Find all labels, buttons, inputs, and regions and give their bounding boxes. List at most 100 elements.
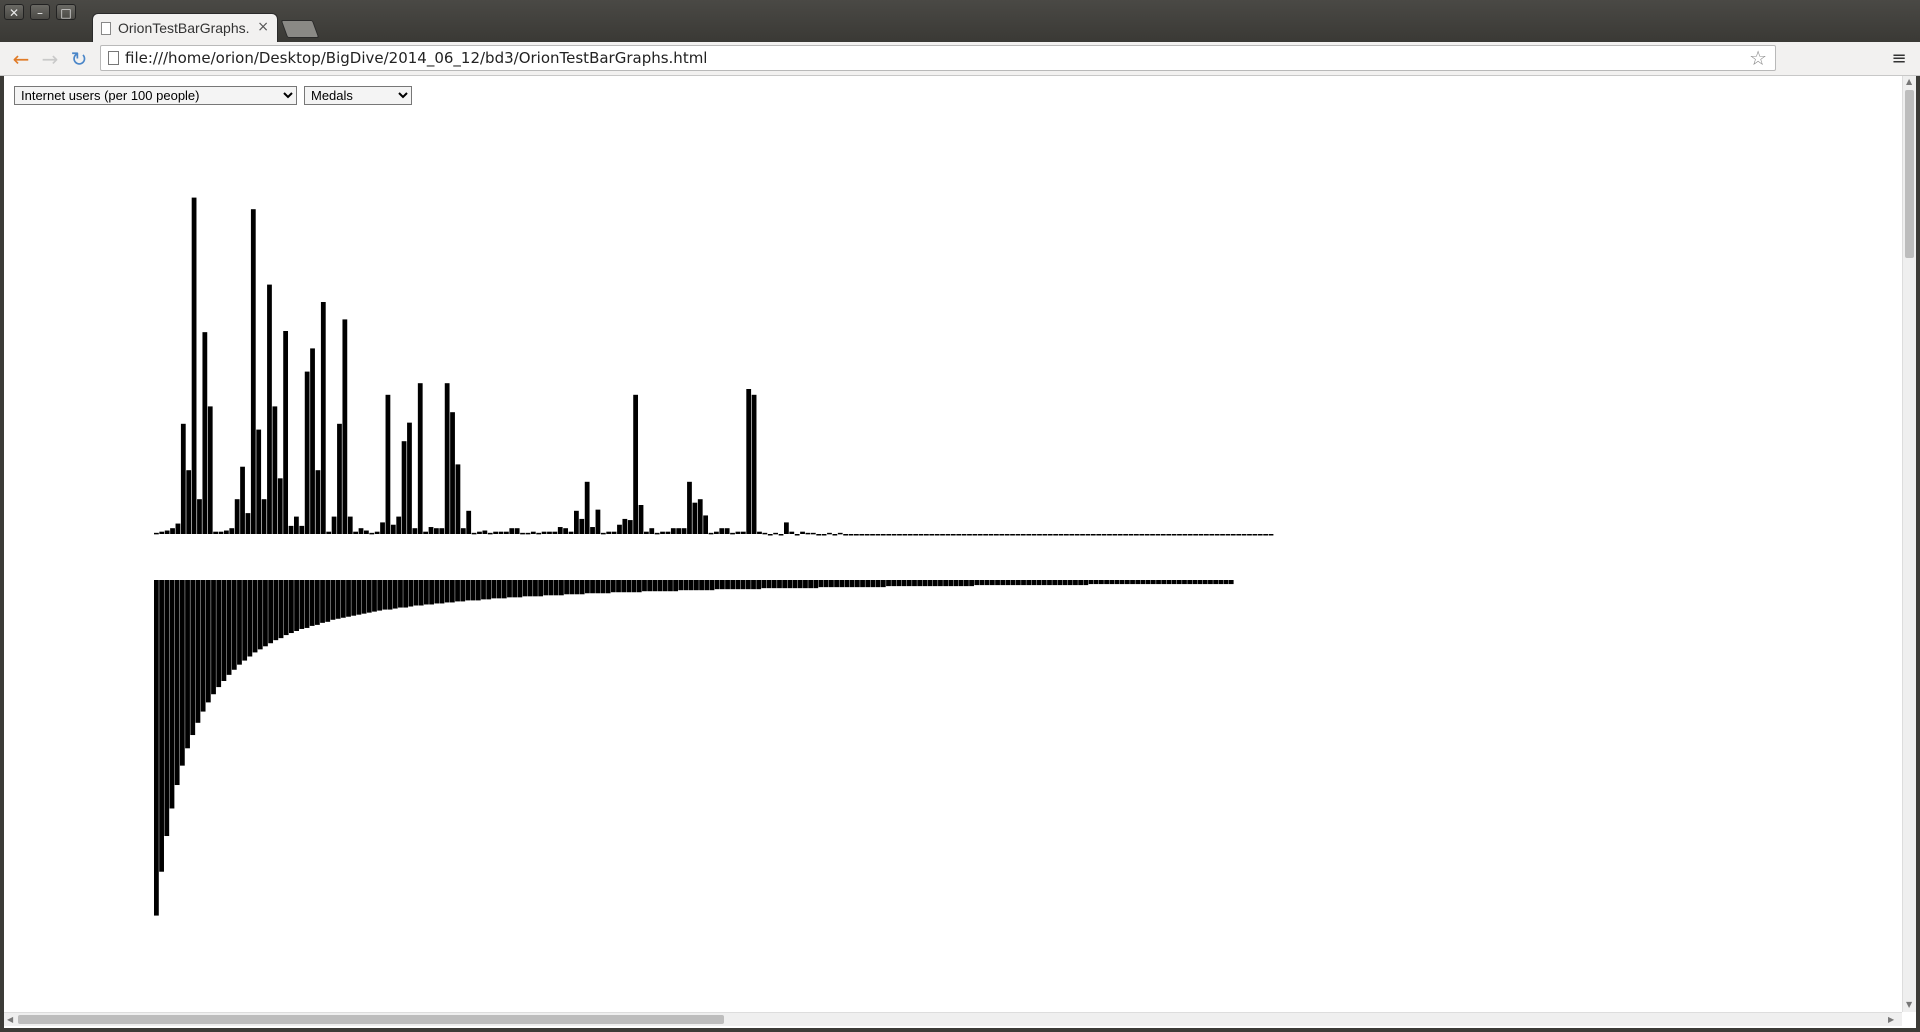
indicator-bar bbox=[837, 532, 843, 535]
indicator-bar bbox=[218, 531, 224, 534]
medals-bar bbox=[1078, 580, 1084, 586]
medals-bar bbox=[1166, 580, 1172, 585]
indicator-bar bbox=[800, 531, 805, 534]
new-tab-button[interactable] bbox=[280, 20, 320, 38]
address-bar[interactable]: file:///home/orion/Desktop/BigDive/2014_… bbox=[100, 45, 1776, 71]
indicator-bar bbox=[1042, 534, 1048, 536]
indicator-bar bbox=[1064, 534, 1069, 536]
window-minimize-button[interactable]: – bbox=[30, 4, 50, 20]
medals-bar bbox=[673, 580, 679, 592]
star-icon[interactable]: ☆ bbox=[1749, 46, 1767, 70]
medals-bar bbox=[662, 580, 668, 592]
indicator-bar bbox=[353, 531, 359, 534]
vertical-scroll-thumb[interactable] bbox=[1905, 90, 1914, 258]
menu-icon[interactable]: ≡ bbox=[1891, 48, 1907, 69]
indicator-bar bbox=[272, 406, 278, 534]
medals-bar bbox=[725, 580, 730, 590]
medals-bar bbox=[901, 580, 907, 587]
scroll-left-icon[interactable]: ◀ bbox=[7, 1015, 14, 1024]
indicator-bar bbox=[956, 534, 962, 536]
indicator-bar bbox=[697, 499, 703, 534]
indicator-bar bbox=[1080, 534, 1085, 536]
url-text[interactable]: file:///home/orion/Desktop/BigDive/2014_… bbox=[125, 49, 708, 67]
medals-bar bbox=[278, 580, 284, 639]
indicator-bar bbox=[224, 530, 229, 534]
indicator-bar bbox=[994, 534, 999, 536]
medals-bar bbox=[636, 580, 642, 593]
indicator-bar bbox=[159, 531, 165, 534]
indicator-select[interactable]: Internet users (per 100 people) bbox=[14, 86, 297, 105]
medals-bar bbox=[834, 580, 839, 588]
medals-bar bbox=[377, 580, 383, 611]
browser-toolbar: ← → ↻ file:///home/orion/Desktop/BigDive… bbox=[0, 42, 1920, 76]
indicator-bar bbox=[827, 532, 832, 535]
medals-bar bbox=[548, 580, 554, 596]
medals-bar bbox=[574, 580, 580, 595]
scroll-up-icon[interactable]: ▲ bbox=[1906, 77, 1913, 86]
indicator-bar bbox=[417, 383, 423, 534]
indicator-bar bbox=[229, 528, 235, 534]
horizontal-scroll-thumb[interactable] bbox=[18, 1015, 724, 1024]
indicator-bar bbox=[380, 522, 385, 534]
indicator-bar bbox=[331, 516, 337, 534]
indicator-bar bbox=[1268, 534, 1274, 536]
indicator-bar bbox=[762, 532, 768, 535]
indicator-bar bbox=[557, 527, 563, 534]
scroll-right-icon[interactable]: ▶ bbox=[1888, 1015, 1895, 1024]
indicator-bar bbox=[428, 527, 434, 534]
indicator-bar bbox=[794, 534, 800, 536]
medals-bar bbox=[714, 580, 720, 590]
medals-bar bbox=[927, 580, 933, 587]
medals-bar bbox=[1130, 580, 1135, 585]
medals-bar bbox=[735, 580, 741, 590]
medals-bar bbox=[932, 580, 938, 587]
medals-bar bbox=[154, 580, 159, 916]
indicator-bar bbox=[267, 284, 272, 534]
medals-bar bbox=[221, 580, 227, 681]
indicator-bar bbox=[1241, 534, 1247, 536]
indicator-bar bbox=[1177, 534, 1182, 536]
medals-bar bbox=[854, 580, 860, 588]
medals-bar bbox=[553, 580, 559, 596]
indicator-bar bbox=[1085, 534, 1091, 536]
tab-close-button[interactable]: × bbox=[257, 19, 269, 35]
medals-bar bbox=[1083, 580, 1089, 586]
indicator-bar bbox=[730, 532, 735, 535]
medals-bar bbox=[709, 580, 715, 591]
indicator-bar bbox=[600, 532, 606, 535]
indicator-bar bbox=[498, 531, 504, 534]
indicator-bar bbox=[988, 534, 994, 536]
medals-bar bbox=[299, 580, 305, 629]
window-maximize-button[interactable]: □ bbox=[56, 4, 76, 20]
medals-bar bbox=[839, 580, 845, 588]
medals-bar bbox=[823, 580, 829, 588]
medals-bar bbox=[1015, 580, 1021, 586]
indicator-bar bbox=[977, 534, 983, 536]
scroll-down-icon[interactable]: ▼ bbox=[1906, 1000, 1913, 1009]
indicator-bar bbox=[450, 412, 455, 534]
vertical-scrollbar[interactable]: ▲ ▼ bbox=[1902, 76, 1916, 1012]
indicator-bar bbox=[897, 534, 902, 536]
indicator-bar bbox=[967, 534, 972, 536]
indicator-bar bbox=[541, 531, 547, 534]
medals-bar bbox=[917, 580, 923, 587]
forward-icon[interactable]: → bbox=[41, 47, 59, 71]
metric-select[interactable]: Medals bbox=[304, 86, 412, 105]
indicator-bar bbox=[1101, 534, 1107, 536]
indicator-bar bbox=[213, 531, 219, 534]
back-icon[interactable]: ← bbox=[12, 47, 30, 71]
horizontal-scrollbar[interactable]: ◀ ▶ bbox=[4, 1012, 1902, 1026]
medals-bar bbox=[1021, 580, 1026, 586]
browser-tab[interactable]: OrionTestBarGraphs.html × bbox=[92, 13, 278, 42]
indicator-bar bbox=[294, 516, 299, 534]
reload-icon[interactable]: ↻ bbox=[70, 47, 88, 71]
page-icon bbox=[101, 22, 111, 35]
medals-bar-chart bbox=[154, 580, 1234, 916]
medals-bar bbox=[1109, 580, 1115, 585]
indicator-bar bbox=[1037, 534, 1042, 536]
medals-bar bbox=[169, 580, 175, 809]
medals-bar bbox=[418, 580, 424, 606]
medals-bar bbox=[190, 580, 196, 736]
medals-bar bbox=[1197, 580, 1203, 585]
window-close-button[interactable]: ✕ bbox=[4, 4, 24, 20]
